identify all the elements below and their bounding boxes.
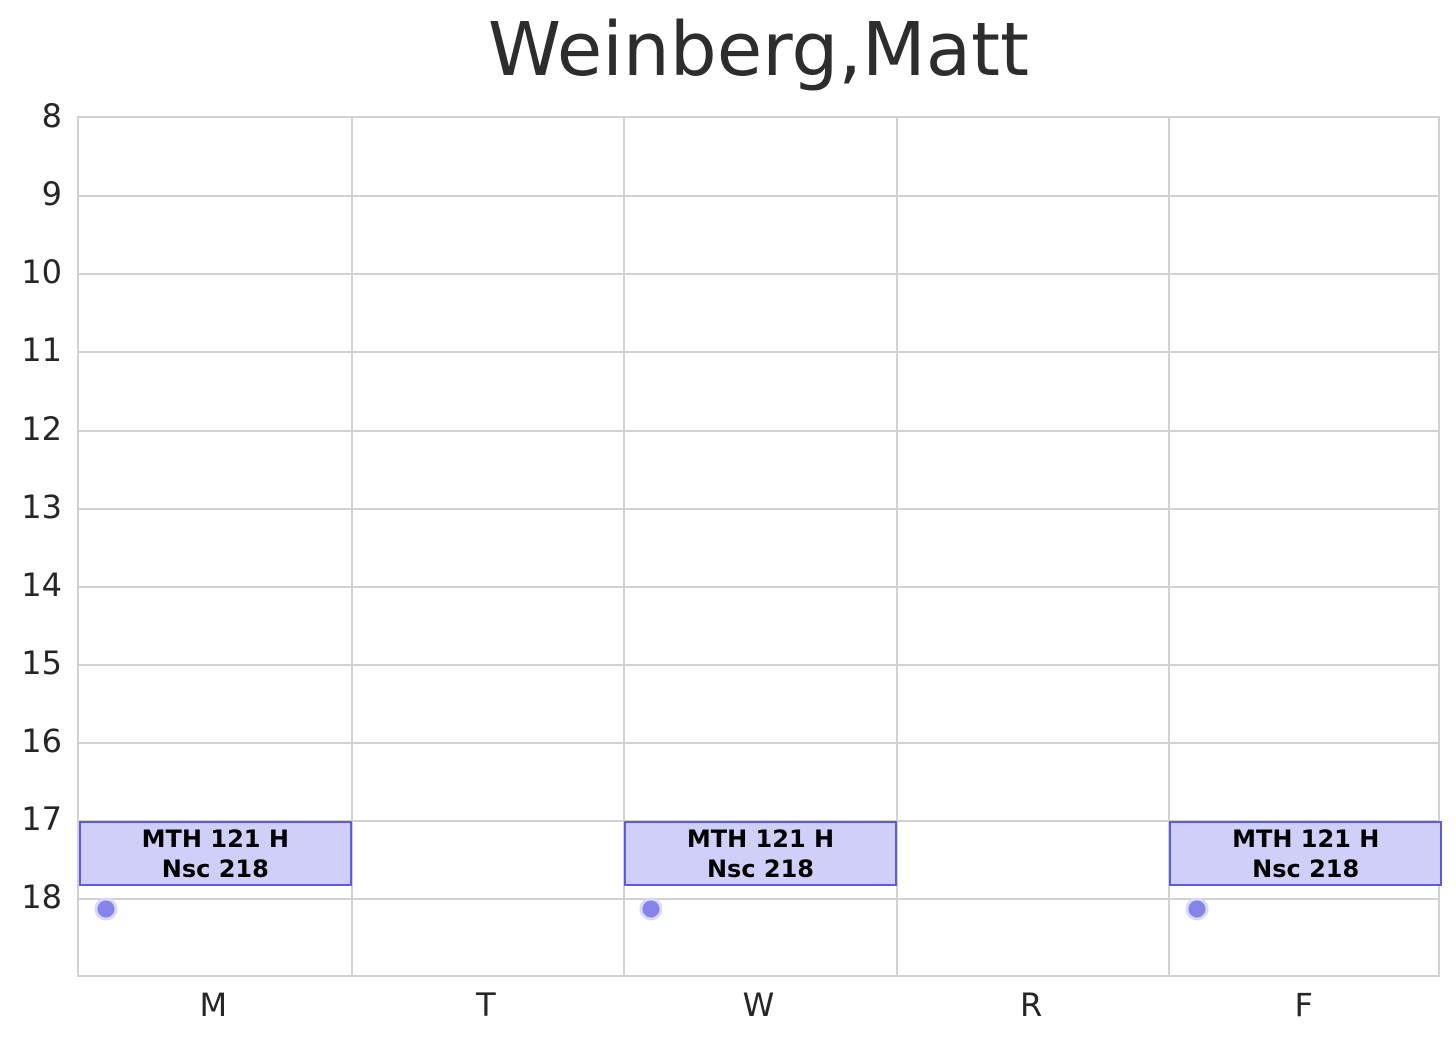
event-room: Nsc 218 — [161, 854, 269, 883]
y-tick-label: 10 — [21, 253, 62, 292]
y-tick-label: 11 — [21, 331, 62, 370]
v-gridline — [623, 118, 626, 975]
v-gridline — [895, 118, 898, 975]
v-gridline — [350, 118, 353, 975]
y-tick-label: 13 — [21, 487, 62, 526]
y-tick-label: 8 — [41, 97, 62, 135]
h-gridline — [79, 429, 1438, 432]
y-tick-label: 14 — [21, 565, 62, 604]
event-marker-dot — [639, 897, 663, 921]
x-tick-label: T — [476, 986, 496, 1024]
v-gridline — [1168, 118, 1171, 975]
event-room: Nsc 218 — [1252, 854, 1360, 883]
h-gridline — [79, 585, 1438, 588]
h-gridline — [79, 195, 1438, 198]
y-tick-label: 9 — [41, 175, 62, 214]
event-course: MTH 121 H — [1232, 824, 1380, 853]
h-gridline — [79, 898, 1438, 901]
y-tick-label: 18 — [21, 878, 62, 917]
h-gridline — [79, 663, 1438, 666]
x-tick-label: W — [742, 986, 775, 1024]
y-tick-label: 12 — [21, 409, 62, 448]
event-course: MTH 121 H — [686, 824, 835, 853]
event-marker-dot — [94, 897, 118, 921]
h-gridline — [79, 742, 1438, 745]
event-course: MTH 121 H — [141, 824, 289, 853]
event-room: Nsc 218 — [706, 854, 815, 883]
h-gridline — [79, 507, 1438, 510]
x-tick-label: F — [1294, 986, 1313, 1024]
h-gridline — [79, 351, 1438, 354]
h-gridline — [79, 273, 1438, 276]
event-block: MTH 121 H Nsc 218 — [79, 821, 352, 887]
event-block: MTH 121 H Nsc 218 — [624, 821, 897, 887]
event-marker-dot — [1185, 897, 1209, 921]
chart-title: Weinberg,Matt — [487, 7, 1030, 93]
x-tick-label: M — [199, 986, 228, 1024]
y-tick-label: 16 — [21, 722, 62, 761]
y-tick-label: 15 — [21, 643, 62, 682]
y-tick-label: 17 — [21, 800, 62, 839]
x-tick-label: R — [1019, 986, 1043, 1024]
event-block: MTH 121 H Nsc 218 — [1169, 821, 1442, 887]
plot-area: MTH 121 H Nsc 218 MTH 121 H Nsc 218 MTH 121 … — [77, 116, 1442, 977]
